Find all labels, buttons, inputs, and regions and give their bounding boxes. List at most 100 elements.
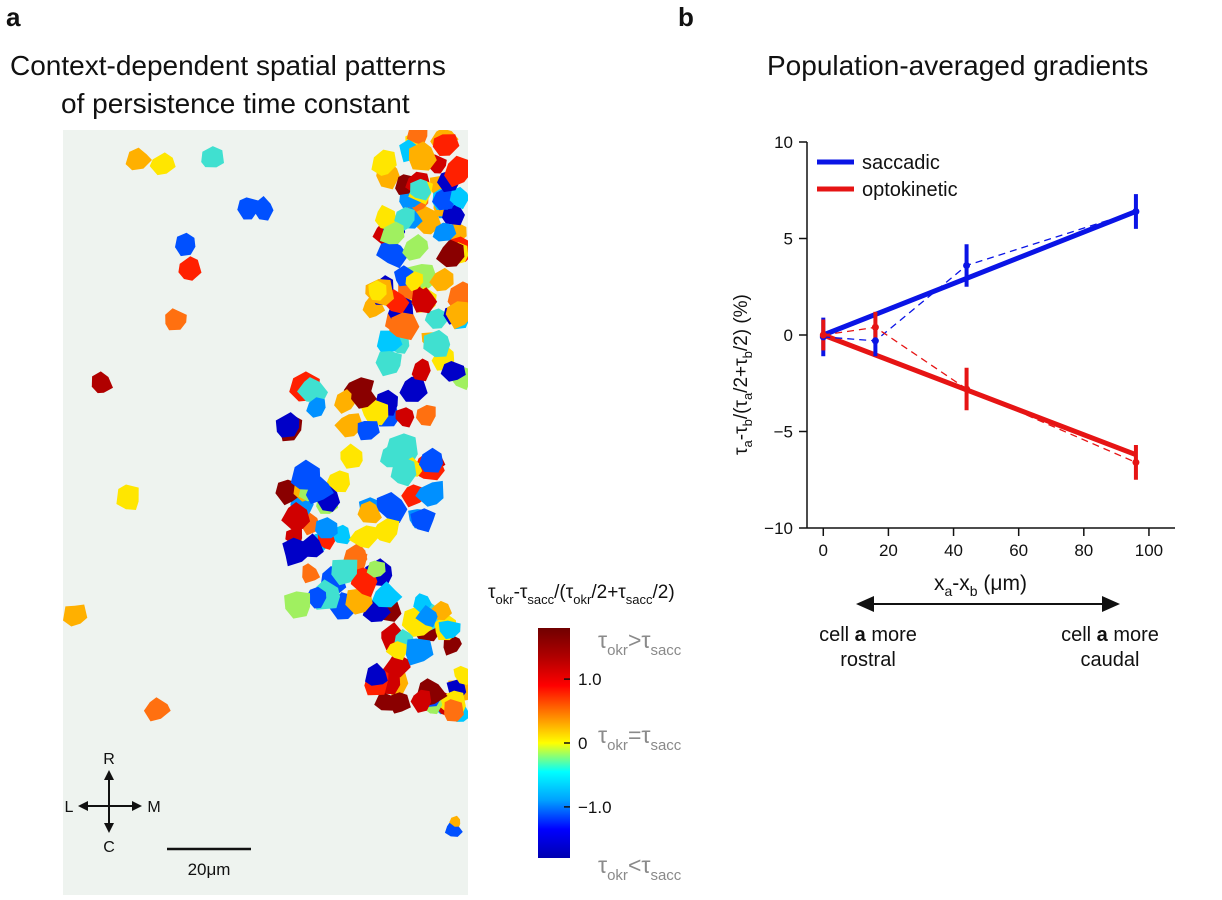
cell-blob (305, 476, 334, 505)
cell-blob (281, 502, 311, 531)
cell-blob (424, 308, 448, 329)
colorbar-tick-label: 1.0 (578, 670, 602, 689)
optokinetic-point (819, 331, 827, 339)
cell-blob (376, 240, 409, 269)
cell-blob (165, 308, 187, 331)
cell-blob (372, 581, 403, 608)
direction-arrowhead-left (856, 596, 874, 612)
y-tick-label: 5 (784, 230, 793, 249)
cell-blob (306, 397, 326, 418)
cell-blob (405, 638, 434, 666)
cell-blob (399, 376, 428, 402)
x-tick-label: 0 (819, 541, 828, 560)
cell-blob (410, 178, 432, 201)
panel-a-title-line1: Context-dependent spatial patterns (10, 50, 446, 81)
cell-blob (411, 358, 431, 382)
cell-blob (351, 385, 377, 409)
compass-left-arrowhead (78, 801, 88, 811)
cell-blob (275, 412, 300, 438)
cell-blob (385, 641, 407, 661)
x-tick-label: 100 (1135, 541, 1163, 560)
legend: saccadic optokinetic (817, 152, 958, 201)
cell-blob (432, 188, 457, 211)
x-tick-label: 60 (1009, 541, 1028, 560)
cell-blob (440, 361, 466, 382)
cell-blob (449, 186, 470, 210)
cell-blob (429, 267, 454, 292)
saccadic-point (1132, 207, 1140, 215)
colorbar-tick-label: −1.0 (578, 798, 612, 817)
cell-blob (348, 525, 380, 549)
cell-map-svg: R C L M 20μm (63, 125, 477, 895)
cell-blob (334, 389, 355, 414)
compass-label-left: L (65, 799, 74, 816)
cell-blob (334, 413, 364, 438)
cell-blob (379, 221, 405, 245)
x-tick-label: 20 (879, 541, 898, 560)
chart-area: −10 −5 0 5 10 0 20 40 60 80 100 saccadic optokineti… (700, 120, 1210, 680)
cell-blob (91, 371, 113, 394)
x-axis-label: xa-xb (μm) (934, 572, 1027, 599)
cell-blob (201, 146, 224, 168)
saccadic-point (963, 262, 971, 270)
arrow-right-label-line1: cell a more (1061, 624, 1159, 646)
saccadic-point (871, 337, 879, 345)
cell-blob (362, 294, 386, 319)
cell-blob (423, 329, 451, 358)
cell-blob (282, 537, 311, 567)
panel-a-letter: a (6, 2, 21, 32)
cell-blob (143, 697, 171, 722)
colorbar-annotation-greater: τokr>τsacc (598, 627, 682, 659)
x-tick-label: 40 (944, 541, 963, 560)
cell-blob (175, 232, 196, 257)
cell-blob (116, 484, 139, 510)
cell-blob (411, 206, 442, 235)
cell-blob (436, 239, 465, 268)
y-tick-label: 10 (774, 133, 793, 152)
cell-blob (63, 604, 88, 627)
cell-blob (405, 271, 424, 292)
cell-blob (418, 447, 444, 473)
cell-blob (410, 689, 432, 713)
cell-blob (389, 312, 420, 341)
arrow-right-label-line2: caudal (1081, 649, 1140, 671)
compass-down-arrowhead (104, 823, 114, 833)
compass-up-arrowhead (104, 770, 114, 780)
cell-blob (445, 301, 471, 330)
cell-blob (402, 234, 429, 261)
cell-blob (416, 404, 436, 426)
cell-blob (385, 433, 418, 467)
legend-label-optokinetic: optokinetic (862, 179, 958, 201)
cell-blob (444, 820, 463, 837)
cell-blob (297, 377, 328, 404)
optokinetic-dashed-line (823, 326, 1137, 463)
cell-layer (63, 125, 477, 837)
saccadic-fit-line (822, 209, 1137, 338)
direction-arrowhead-right (1102, 596, 1120, 612)
cell-blob (331, 559, 358, 586)
cell-map: R C L M 20μm (63, 125, 477, 895)
arrow-left-label-line1: cell a more (819, 624, 917, 646)
cell-blob (415, 480, 444, 507)
cell-blob (340, 443, 363, 469)
y-tick-label: −10 (764, 519, 793, 538)
cell-blob (368, 280, 387, 301)
optokinetic-fit-line (822, 332, 1137, 457)
cell-blob (365, 662, 388, 686)
colorbar-title: τokr-τsacc/(τokr/2+τsacc/2) (488, 582, 675, 607)
cell-blob (178, 256, 202, 281)
colorbar-ticks: 1.0 0 −1.0 (564, 670, 612, 817)
panel-a-title-line2: of persistence time constant (61, 88, 410, 119)
cell-blob (449, 815, 461, 827)
y-tick-label: −5 (774, 423, 793, 442)
cell-blob (410, 508, 436, 533)
compass-right-arrowhead (132, 801, 142, 811)
compass-label-up: R (103, 751, 115, 768)
cell-blob (415, 605, 438, 628)
cell-blob (366, 560, 386, 578)
optokinetic-point (1132, 458, 1140, 466)
arrow-left-label-line2: rostral (840, 649, 896, 671)
cell-blob (406, 125, 428, 145)
